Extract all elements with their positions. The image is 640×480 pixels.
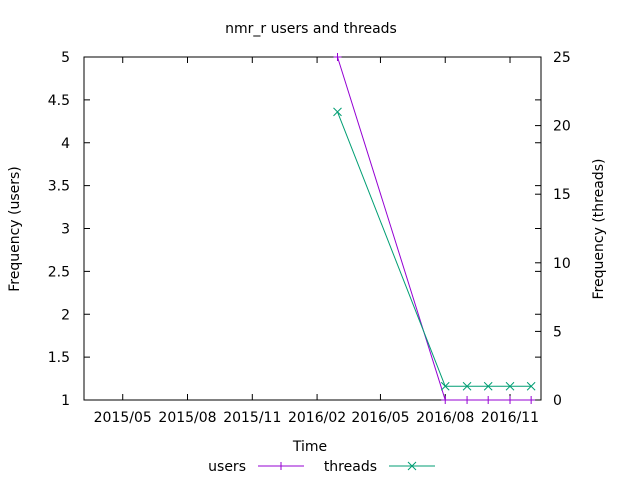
- users-data-point: [441, 396, 450, 404]
- y-left-tick-label: 2: [61, 307, 70, 323]
- y-right-tick-label: 25: [553, 50, 571, 66]
- y-left-tick-label: 3.5: [48, 179, 70, 195]
- y-right-tick-label: 15: [553, 187, 571, 203]
- threads-data-point: [333, 107, 342, 117]
- legend-label-users: users: [208, 459, 246, 475]
- y-right-tick-label: 20: [553, 119, 571, 135]
- threads-data-point: [440, 381, 450, 391]
- x-tick-label: 2016/02: [288, 410, 346, 426]
- users-series-line: [337, 56, 532, 401]
- users-data-point: [506, 396, 515, 404]
- x-axis: 2015/05 2015/08 2015/11 2016/02 2016/05 2016/…: [94, 57, 539, 426]
- chart-title: nmr_r users and threads: [225, 21, 397, 37]
- y-left-tick-label: 1: [61, 393, 70, 409]
- legend-marker-threads: [407, 461, 417, 471]
- y-right-tick-label: 0: [553, 393, 562, 409]
- x-tick-label: 2015/05: [94, 410, 152, 426]
- legend: users threads: [208, 459, 435, 475]
- y-right-tick-label: 5: [553, 324, 562, 340]
- legend-marker-users: [277, 462, 285, 470]
- users-data-point: [463, 396, 472, 404]
- users-data-point: [484, 396, 493, 404]
- y-right-tick-label: 10: [553, 256, 571, 272]
- users-data-point: [333, 53, 342, 61]
- threads-data-point: [462, 381, 472, 391]
- users-data-point: [527, 396, 536, 404]
- x-tick-label: 2016/08: [416, 410, 474, 426]
- y-left-tick-label: 3: [61, 222, 70, 238]
- x-tick-label: 2015/11: [223, 410, 281, 426]
- threads-series-line: [337, 111, 532, 387]
- x-axis-label: Time: [292, 439, 327, 455]
- plot-frame: [83, 56, 542, 401]
- x-tick-label: 2016/11: [481, 410, 539, 426]
- threads-data-point: [483, 381, 493, 391]
- legend-label-threads: threads: [324, 459, 377, 475]
- series-layer: [333, 53, 536, 404]
- y-right-axis-label: Frequency (threads): [591, 159, 607, 300]
- y-left-tick-label: 4.5: [48, 93, 70, 109]
- y-left-axis: 1 1.5 2 2.5 3 3.5 4 4.5 5: [48, 50, 541, 409]
- y-right-axis: 0 5 10 15 20 25: [535, 50, 571, 409]
- y-left-tick-label: 1.5: [48, 350, 70, 366]
- threads-data-point: [505, 381, 515, 391]
- y-left-tick-label: 2.5: [48, 264, 70, 280]
- threads-data-point: [526, 381, 536, 391]
- y-left-axis-label: Frequency (users): [7, 166, 23, 292]
- y-left-tick-label: 5: [61, 50, 70, 66]
- x-tick-label: 2015/08: [158, 410, 216, 426]
- x-tick-label: 2016/05: [351, 410, 409, 426]
- y-left-tick-label: 4: [61, 136, 70, 152]
